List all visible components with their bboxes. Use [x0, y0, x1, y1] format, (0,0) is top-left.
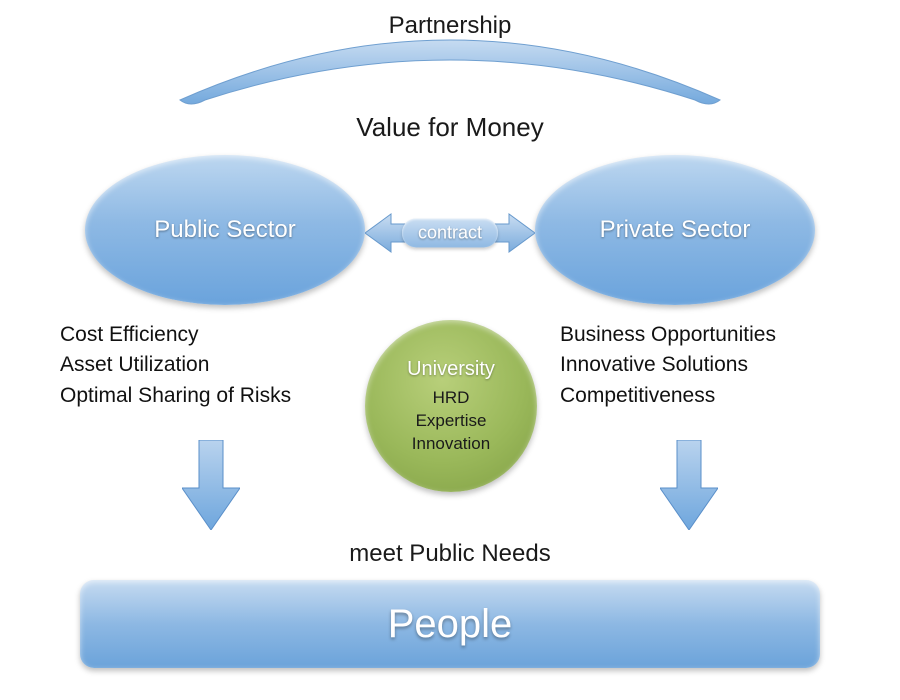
bullet-item: Business Opportunities	[560, 320, 870, 350]
people-bar: People	[80, 580, 820, 668]
partnership-arc: Partnership	[150, 10, 750, 100]
university-item: HRD	[433, 387, 470, 410]
university-item: Expertise	[416, 410, 487, 433]
arrow-down-icon	[182, 440, 240, 530]
public-sector-bullets: Cost Efficiency Asset Utilization Optima…	[60, 320, 360, 411]
people-label: People	[388, 602, 513, 647]
diagram-canvas: Partnership Value for Money Public Secto…	[0, 0, 900, 700]
contract-connector: contract	[365, 210, 535, 256]
university-title: University	[407, 356, 495, 383]
contract-label: contract	[402, 219, 498, 248]
private-sector-bullets: Business Opportunities Innovative Soluti…	[560, 320, 870, 411]
arrow-down-icon	[660, 440, 718, 530]
private-sector-node: Private Sector	[535, 155, 815, 305]
bullet-item: Innovative Solutions	[560, 350, 870, 380]
bullet-item: Cost Efficiency	[60, 320, 360, 350]
bullet-item: Optimal Sharing of Risks	[60, 381, 360, 411]
bullet-item: Asset Utilization	[60, 350, 360, 380]
university-item: Innovation	[412, 433, 490, 456]
university-node: University HRD Expertise Innovation	[365, 320, 537, 492]
private-sector-label: Private Sector	[600, 216, 751, 244]
down-arrow-left	[182, 440, 240, 535]
public-sector-node: Public Sector	[85, 155, 365, 305]
bullet-item: Competitiveness	[560, 381, 870, 411]
down-arrow-right	[660, 440, 718, 535]
value-for-money-heading: Value for Money	[356, 112, 543, 143]
meet-public-needs-label: meet Public Needs	[349, 540, 550, 568]
partnership-label: Partnership	[389, 12, 512, 40]
public-sector-label: Public Sector	[154, 216, 295, 244]
